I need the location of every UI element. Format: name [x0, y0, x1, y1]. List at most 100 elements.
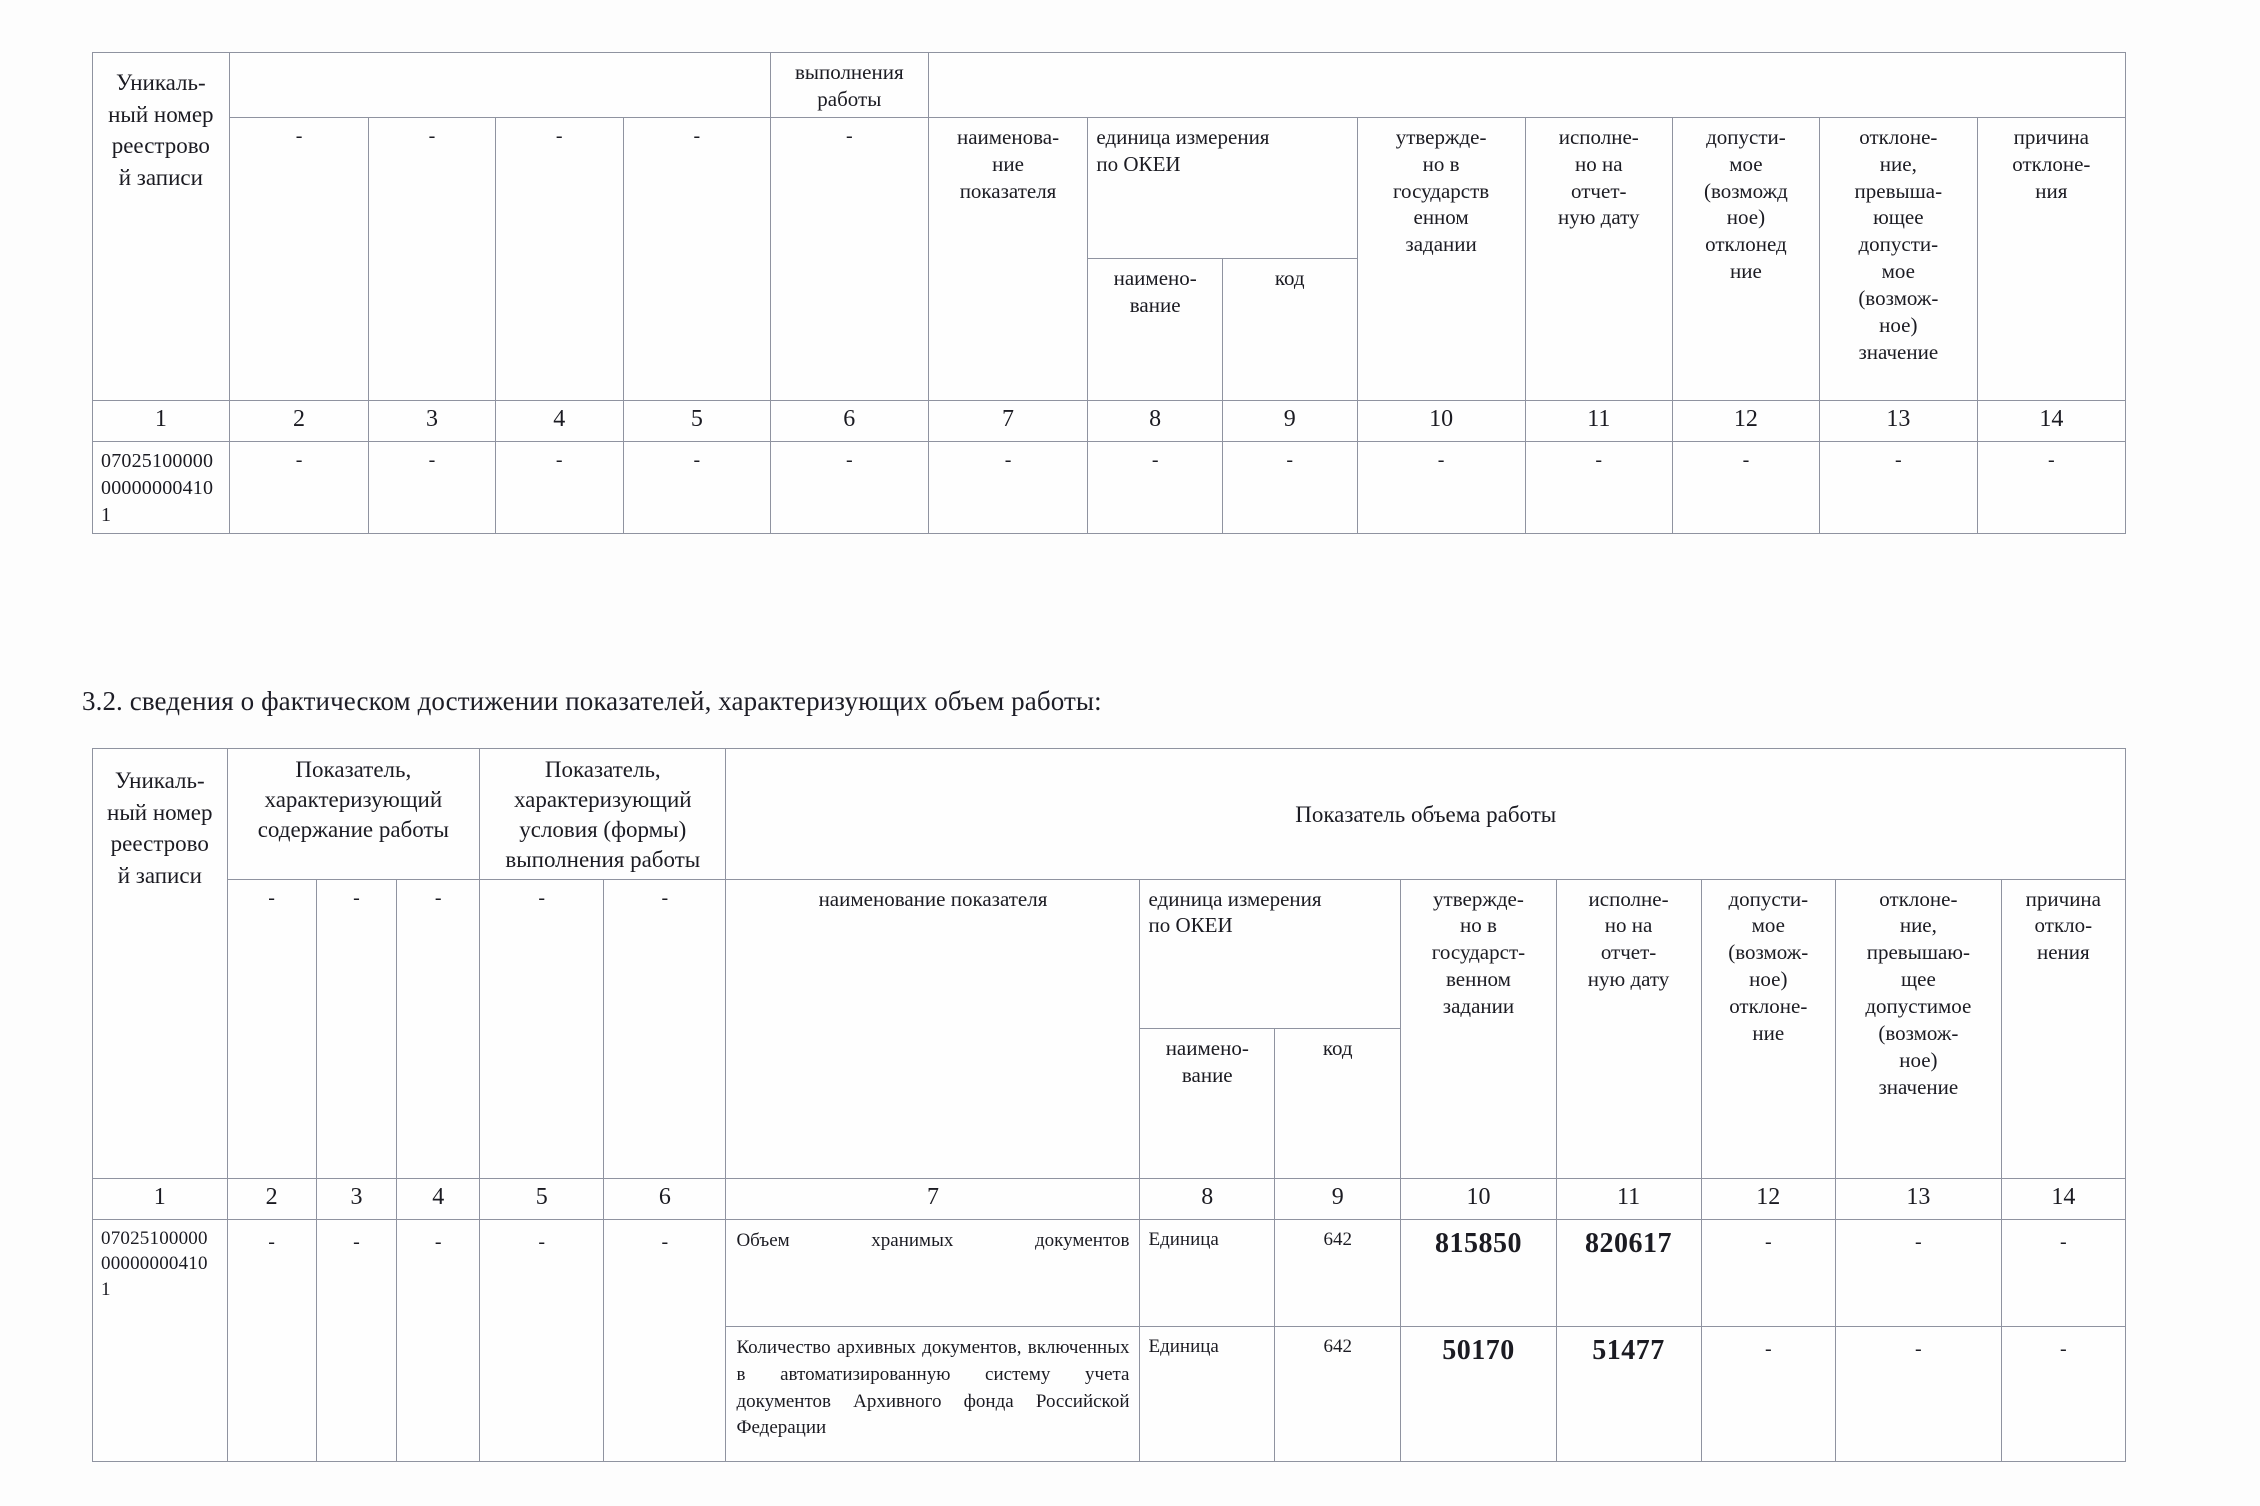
table-2-header-row-bottom: наимено- вание код: [93, 1028, 2126, 1179]
header-dash-5: -: [622, 116, 771, 401]
header-reason: причина отклоне- ния: [1976, 116, 2127, 401]
cell-c3: -: [315, 1218, 398, 1462]
table-2-header-row-top: Уникаль- ный номер реестрово й записи По…: [92, 748, 2126, 1179]
section-heading: 3.2. сведения о фактическом достижении п…: [82, 686, 1102, 716]
colnum-7: 7: [725, 1177, 1141, 1220]
cell-c5: -: [622, 440, 771, 534]
cell-c6: -: [769, 440, 929, 534]
colnum-13: 13: [1835, 1177, 2002, 1220]
header-allowed-deviation: допусти- мое (возмож- ное) отклоне- ние: [1700, 878, 1837, 1179]
colnum-3: 3: [315, 1177, 398, 1220]
header-executed: исполне- но на отчет- ную дату: [1555, 878, 1702, 1179]
table-row: Количество архивных документов, включенн…: [93, 1325, 2127, 1462]
cell-allowed-deviation: -: [1700, 1218, 1837, 1327]
cell-c2: -: [228, 440, 370, 534]
cell-c12: -: [1671, 440, 1821, 534]
colnum-6: 6: [603, 1177, 727, 1220]
colnum-2: 2: [226, 1177, 317, 1220]
colnum-4: 4: [494, 399, 624, 442]
cell-unit-name: Единица: [1139, 1218, 1276, 1327]
cell-c2: -: [226, 1218, 317, 1462]
header-approved: утвержде- но в государст- венном задании: [1400, 878, 1557, 1179]
cell-reason: -: [2000, 1218, 2127, 1327]
colnum-10: 10: [1356, 399, 1526, 442]
colnum-12: 12: [1700, 1177, 1837, 1220]
header-allowed-deviation: допусти- мое (возможд ное) отклонед ние: [1671, 116, 1821, 401]
colnum-7: 7: [927, 399, 1089, 442]
table-2-column-numbers-row: 1 2 3 4 5 6 7 8 9 10 11 12 13 14: [92, 1177, 2127, 1220]
cell-c6: -: [603, 1218, 727, 1462]
header-approved: утвержде- но в государств енном задании: [1356, 116, 1526, 401]
header-unique-number: Уникаль- ный номер реестрово й записи: [92, 52, 230, 401]
colnum-14: 14: [2000, 1177, 2127, 1220]
header-dash-3: -: [368, 116, 496, 401]
table-2-header-row-mid: - - - - - наименование показателя единиц…: [93, 878, 2127, 1179]
header-reason: причина откло- нения: [2000, 878, 2127, 1179]
colnum-13: 13: [1819, 399, 1978, 442]
colnum-1: 1: [92, 399, 230, 442]
header-volume-group-blank: [927, 52, 2127, 118]
table-row: 07025100000 00000000410 1 - - - - - - - …: [92, 440, 2127, 534]
colnum-1: 1: [92, 1177, 228, 1220]
header-dash-4: -: [396, 878, 481, 1179]
colnum-11: 11: [1524, 399, 1673, 442]
cell-unique-number: 07025100000 00000000410 1: [92, 1218, 228, 1462]
cell-c11: -: [1524, 440, 1673, 534]
header-indicator-name: наименова- ние показателя: [927, 116, 1089, 401]
colnum-4: 4: [396, 1177, 481, 1220]
header-dash-5: -: [479, 878, 605, 1179]
colnum-12: 12: [1671, 399, 1821, 442]
cell-approved: 50170: [1400, 1325, 1557, 1462]
header-exceeding-deviation: отклоне- ние, превышаю- щее допустимое (…: [1835, 878, 2002, 1179]
cell-exceeding-deviation: -: [1835, 1325, 2002, 1462]
header-unit-code: код: [1274, 1028, 1402, 1179]
colnum-8: 8: [1087, 399, 1223, 442]
table-1-header-row-top: Уникаль- ный номер реестрово й записи вы…: [92, 52, 2127, 401]
colnum-8: 8: [1139, 1177, 1276, 1220]
cell-executed: 51477: [1555, 1325, 1702, 1462]
header-dash-2: -: [226, 878, 317, 1179]
colnum-9: 9: [1274, 1177, 1402, 1220]
table-1-header-row-mid: - - - - - наименова- ние показателя един…: [93, 116, 2127, 401]
colnum-3: 3: [368, 399, 496, 442]
header-conditions-group: выполнения работы: [769, 52, 929, 118]
header-unit-group: единица измерения по ОКЕИ: [1139, 878, 1402, 1030]
header-dash-6: -: [769, 116, 929, 401]
header-exceeding-deviation: отклоне- ние, превыша- ющее допусти- мое…: [1819, 116, 1978, 401]
header-unit-code: код: [1221, 258, 1358, 401]
colnum-6: 6: [769, 399, 929, 442]
cell-c4: -: [494, 440, 624, 534]
colnum-5: 5: [622, 399, 771, 442]
cell-c3: -: [368, 440, 496, 534]
header-unit-name: наимено- вание: [1139, 1028, 1276, 1179]
header-executed: исполне- но на отчет- ную дату: [1524, 116, 1673, 401]
header-dash-6: -: [603, 878, 727, 1179]
header-dash-2: -: [228, 116, 370, 401]
table-1-column-numbers-row: 1 2 3 4 5 6 7 8 9 10 11 12 13 14: [92, 399, 2127, 442]
header-unique-number: Уникаль- ный номер реестрово й записи: [92, 748, 228, 1179]
cell-unit-code: 642: [1274, 1218, 1402, 1327]
colnum-11: 11: [1555, 1177, 1702, 1220]
performance-quality-table: Уникаль- ный номер реестрово й записи вы…: [92, 52, 2127, 534]
cell-c10: -: [1356, 440, 1526, 534]
header-conditions-group: Показатель, характеризующий условия (фор…: [479, 748, 727, 880]
performance-volume-table: Уникаль- ный номер реестрово й записи По…: [92, 748, 2127, 1462]
cell-c5: -: [479, 1218, 605, 1462]
header-dash-3: -: [315, 878, 398, 1179]
cell-indicator-name: Объем хранимых документов: [725, 1218, 1141, 1327]
table-1-container: Уникаль- ный номер реестрово й записи вы…: [92, 52, 2127, 534]
colnum-9: 9: [1221, 399, 1358, 442]
cell-c7: -: [927, 440, 1089, 534]
colnum-14: 14: [1976, 399, 2127, 442]
header-unit-group: единица измерения по ОКЕИ: [1087, 116, 1358, 260]
cell-executed: 820617: [1555, 1218, 1702, 1327]
cell-reason: -: [2000, 1325, 2127, 1462]
header-volume-group: Показатель объема работы: [725, 748, 2126, 880]
header-dash-4: -: [494, 116, 624, 401]
header-blank-group: [228, 52, 771, 118]
header-indicator-name: наименование показателя: [725, 878, 1141, 1179]
header-content-group: Показатель, характеризующий содержание р…: [226, 748, 481, 880]
cell-c13: -: [1819, 440, 1978, 534]
cell-c4: -: [396, 1218, 481, 1462]
